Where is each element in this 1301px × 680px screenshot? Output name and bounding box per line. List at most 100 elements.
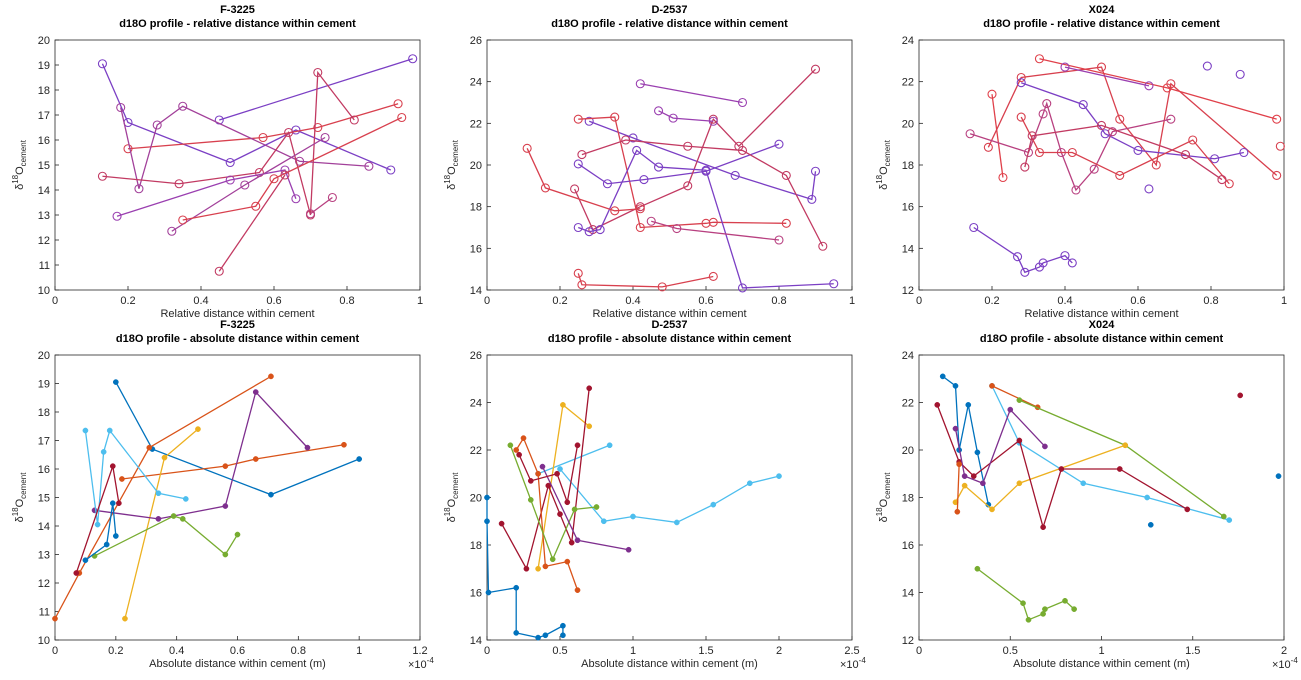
y-label-sup: 18	[11, 174, 20, 183]
data-point	[1115, 114, 1125, 124]
data-point	[225, 157, 235, 168]
y-tick-label: 13	[38, 210, 50, 222]
x-tick-label: 0.2	[120, 295, 135, 307]
x-tick-label: 0	[52, 645, 58, 657]
data-point	[573, 114, 583, 124]
chart-title: X024	[1089, 319, 1116, 331]
y-axis-label: δ18Ocement	[11, 472, 28, 523]
data-point	[222, 551, 229, 558]
data-point	[73, 570, 80, 576]
data-point	[222, 463, 229, 469]
y-label-sup: 18	[875, 174, 884, 183]
data-point	[810, 166, 821, 176]
data-point	[82, 427, 89, 434]
data-point	[112, 211, 122, 221]
data-point	[630, 513, 636, 520]
y-tick-label: 12	[38, 578, 50, 590]
data-point	[708, 217, 718, 227]
data-point	[989, 383, 995, 389]
y-tick-label: 13	[38, 550, 50, 562]
data-point	[195, 426, 201, 432]
data-point	[683, 141, 693, 151]
data-point	[577, 280, 587, 290]
y-tick-label: 15	[38, 160, 50, 172]
data-point	[1096, 62, 1107, 72]
data-point	[280, 170, 290, 180]
x-tick-label: 0.2	[984, 295, 999, 307]
y-tick-label: 20	[470, 493, 482, 505]
series-line	[1020, 116, 1230, 185]
data-point	[234, 531, 241, 538]
chart-subtitle: d18O profile - relative distance within …	[551, 18, 788, 30]
data-point	[1151, 160, 1161, 170]
data-point	[970, 473, 977, 479]
data-point	[1038, 109, 1048, 119]
data-point	[112, 533, 119, 539]
y-tick-label: 16	[470, 243, 482, 255]
x-tick-label: 1.5	[698, 645, 713, 657]
series-line	[640, 83, 743, 104]
data-point	[1235, 69, 1245, 79]
y-tick-label: 18	[902, 160, 914, 172]
series-line	[120, 105, 369, 189]
x-axis-label: Absolute distance within cement (m)	[581, 658, 758, 670]
data-point	[1012, 252, 1023, 262]
data-point	[952, 425, 959, 432]
data-point	[1060, 251, 1070, 261]
y-tick-label: 16	[38, 464, 50, 476]
data-point	[610, 112, 620, 122]
series-line	[85, 503, 117, 561]
data-point	[1089, 164, 1099, 174]
series-line	[218, 174, 286, 272]
data-point	[146, 444, 153, 451]
data-point	[602, 179, 613, 189]
data-point	[1042, 606, 1048, 612]
y-tick-label: 14	[470, 635, 482, 647]
data-point	[710, 501, 717, 508]
data-point	[313, 67, 323, 78]
x-axis-label: Absolute distance within cement (m)	[149, 658, 326, 670]
data-point	[513, 630, 520, 636]
y-tick-label: 20	[470, 160, 482, 172]
data-point	[123, 144, 133, 154]
y-axis-label: δ18Ocement	[11, 139, 28, 190]
data-point	[1272, 170, 1282, 180]
data-point	[737, 283, 748, 293]
data-point	[568, 539, 575, 546]
y-label-sub: cement	[451, 472, 460, 499]
data-point	[116, 500, 122, 507]
chart-title: D-2537	[651, 4, 687, 16]
chart-subtitle: d18O profile - relative distance within …	[119, 18, 356, 30]
data-point	[586, 423, 593, 430]
y-tick-label: 16	[902, 540, 914, 552]
y-tick-label: 24	[470, 398, 482, 410]
y-tick-label: 22	[470, 118, 482, 130]
data-point	[1080, 480, 1087, 487]
x-tick-label: 0.8	[339, 295, 354, 307]
data-point	[1275, 473, 1282, 479]
data-point	[1020, 267, 1030, 277]
y-tick-label: 14	[38, 521, 50, 533]
series-line	[116, 169, 297, 217]
series-line	[219, 58, 413, 121]
data-point	[998, 172, 1008, 183]
data-point	[673, 519, 680, 526]
y-axis-label: δ18Ocement	[443, 472, 460, 523]
data-point	[542, 632, 549, 639]
data-point	[1016, 480, 1023, 487]
chart-subtitle: d18O profile - absolute distance within …	[548, 333, 792, 345]
data-point	[225, 175, 235, 185]
series-line	[537, 444, 610, 475]
data-point	[810, 64, 821, 74]
y-tick-label: 22	[470, 445, 482, 457]
data-point	[600, 518, 607, 525]
x-tick-label: 0.4	[193, 295, 208, 307]
data-point	[1016, 112, 1026, 122]
y-label-sub: cement	[19, 472, 28, 499]
x-tick-label: 0.6	[266, 295, 281, 307]
data-point	[574, 587, 581, 593]
x-multiplier-exp: -4	[427, 656, 435, 665]
data-point	[1202, 61, 1212, 71]
y-tick-label: 26	[470, 35, 482, 47]
